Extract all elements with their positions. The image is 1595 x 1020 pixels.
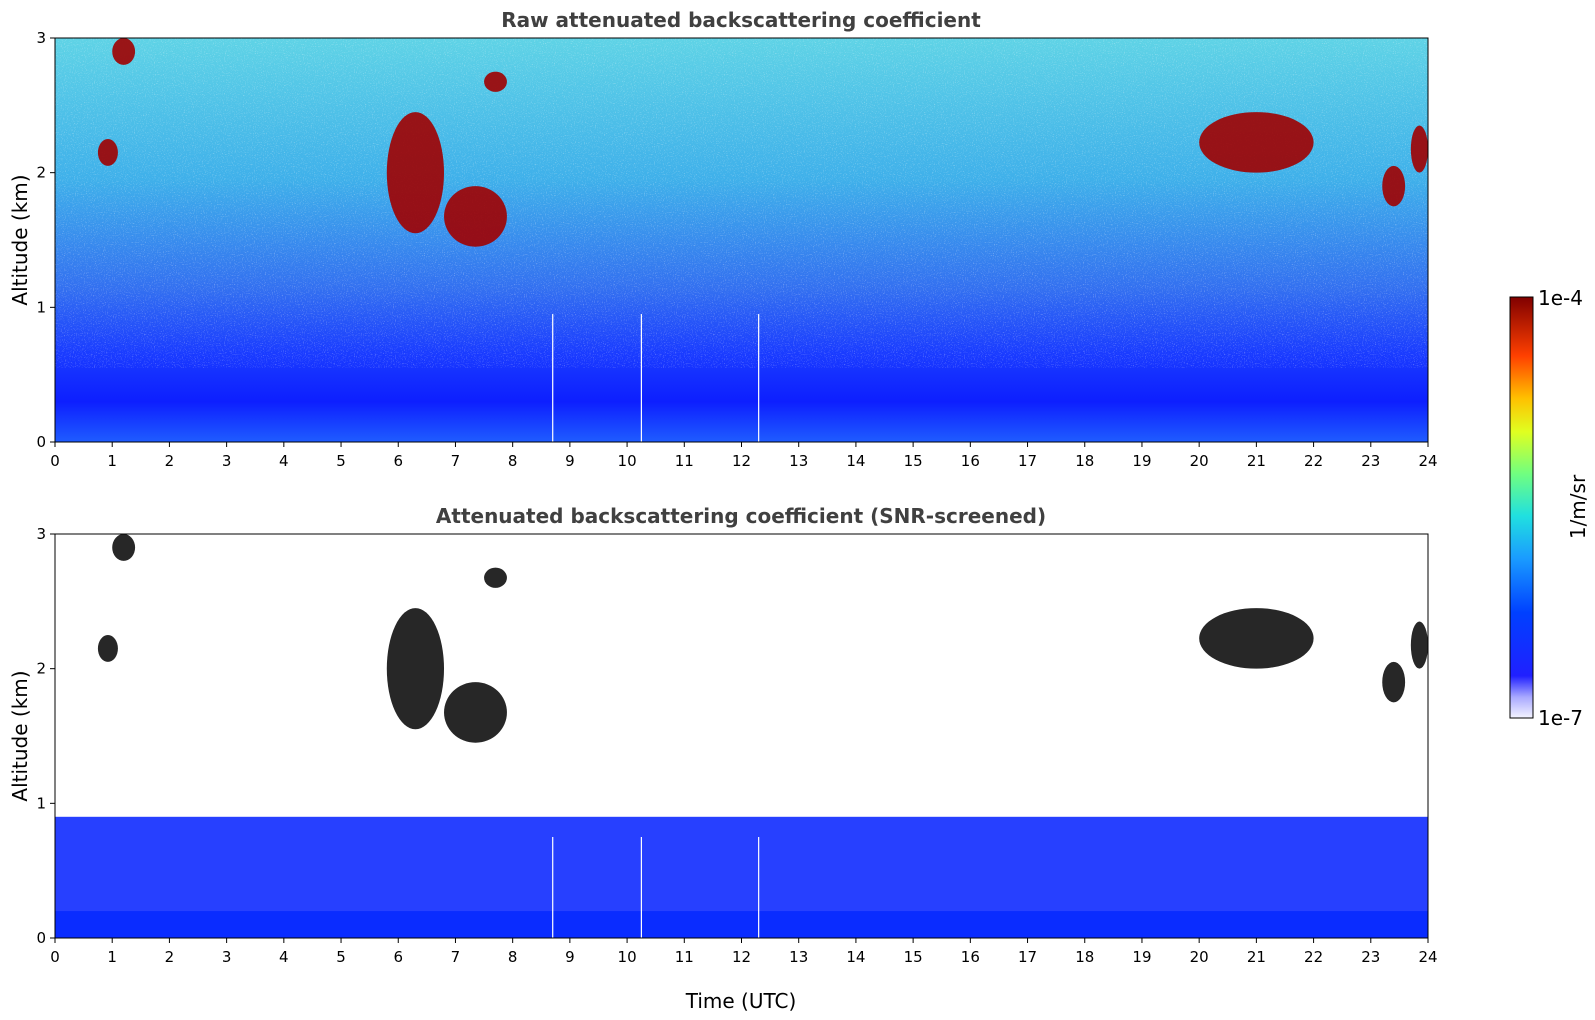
- screened-x-tick-label-16: 16: [961, 948, 980, 966]
- raw-x-tick-label-5: 5: [336, 452, 346, 470]
- screened-y-tick-label-1: 1: [36, 794, 46, 812]
- raw-x-tick-label-9: 9: [565, 452, 575, 470]
- raw-y-axis-label: Altitude (km): [8, 174, 32, 305]
- screened-x-tick-label-9: 9: [565, 948, 575, 966]
- raw-cloud-0: [97, 139, 118, 166]
- screened-y-tick-label-3: 3: [36, 525, 46, 543]
- raw-y-tick-label-0: 0: [36, 433, 46, 451]
- screened-x-tick-label-3: 3: [222, 948, 232, 966]
- screened-y-axis-label: Altitude (km): [8, 670, 32, 801]
- screened-panel: Attenuated backscattering coefficient (S…: [8, 504, 1438, 1013]
- screened-x-tick-label-19: 19: [1132, 948, 1151, 966]
- screened-x-tick-label-6: 6: [393, 948, 403, 966]
- screened-x-tick-label-18: 18: [1075, 948, 1094, 966]
- screened-x-tick-label-20: 20: [1190, 948, 1209, 966]
- screened-surface-layer: [55, 911, 1428, 938]
- raw-cloud-7: [1410, 125, 1428, 173]
- raw-cloud-6: [1382, 165, 1406, 207]
- screened-x-tick-label-1: 1: [107, 948, 117, 966]
- raw-x-tick-label-14: 14: [846, 452, 865, 470]
- screened-cloud-8: [1410, 621, 1428, 669]
- screened-x-axis: 0 1 2 3 4 5 6 7 8 9 10 11 12 13 14 15 16 17 18 19 20 21 22 23 24: [50, 938, 1438, 966]
- colorbar-min-label: 1e-7: [1538, 706, 1583, 730]
- screened-cloud-3: [386, 608, 445, 730]
- screened-cloud-6: [1199, 608, 1314, 669]
- colorbar-unit-label: 1/m/sr: [1566, 474, 1590, 539]
- raw-cloud-2: [386, 112, 445, 234]
- raw-cloud-1: [112, 38, 136, 65]
- screened-heatmap-features: [55, 534, 1428, 938]
- screened-x-tick-label-14: 14: [846, 948, 865, 966]
- screened-y-tick-label-2: 2: [36, 660, 46, 678]
- colorbar-ramp: [1509, 296, 1534, 719]
- screened-panel-title: Attenuated backscattering coefficient (S…: [436, 504, 1046, 528]
- raw-x-tick-label-11: 11: [675, 452, 694, 470]
- raw-y-tick-label-3: 3: [36, 29, 46, 47]
- screened-cloud-5: [484, 567, 507, 588]
- raw-x-tick-label-19: 19: [1132, 452, 1151, 470]
- raw-x-tick-label-24: 24: [1418, 452, 1437, 470]
- screened-x-tick-label-10: 10: [618, 948, 637, 966]
- raw-x-tick-label-13: 13: [789, 452, 808, 470]
- screened-x-tick-label-15: 15: [904, 948, 923, 966]
- screened-x-tick-label-2: 2: [165, 948, 175, 966]
- screened-cloud-7: [1382, 661, 1406, 703]
- raw-x-tick-label-15: 15: [904, 452, 923, 470]
- raw-x-tick-label-10: 10: [618, 452, 637, 470]
- raw-x-tick-label-20: 20: [1190, 452, 1209, 470]
- raw-x-axis: 0 1 2 3 4 5 6 7 8 9 10 11 12 13 14 15 16 17 18 19 20 21 22 23 24: [50, 442, 1438, 470]
- raw-x-tick-label-22: 22: [1304, 452, 1323, 470]
- screened-x-tick-label-0: 0: [50, 948, 60, 966]
- screened-x-tick-label-13: 13: [789, 948, 808, 966]
- raw-y-tick-label-2: 2: [36, 164, 46, 182]
- raw-cloud-4: [484, 71, 507, 92]
- screened-x-tick-label-22: 22: [1304, 948, 1323, 966]
- raw-x-tick-label-23: 23: [1361, 452, 1380, 470]
- colorbar: 1e-4 1e-7 1/m/sr: [1509, 286, 1590, 730]
- raw-cloud-3: [444, 186, 507, 247]
- raw-heatmap-features: [97, 38, 1428, 442]
- raw-panel-title: Raw attenuated backscattering coefficien…: [501, 8, 981, 32]
- screened-cloud-1: [97, 635, 118, 662]
- raw-noise-overlay: [55, 38, 1428, 338]
- raw-x-tick-label-1: 1: [107, 452, 117, 470]
- colorbar-max-label: 1e-4: [1538, 286, 1583, 310]
- raw-x-tick-label-18: 18: [1075, 452, 1094, 470]
- screened-y-axis: 0 1 2 3: [36, 525, 55, 947]
- screened-x-tick-label-23: 23: [1361, 948, 1380, 966]
- screened-x-tick-label-5: 5: [336, 948, 346, 966]
- screened-x-tick-label-8: 8: [508, 948, 518, 966]
- screened-cloud-2: [112, 534, 136, 561]
- raw-x-tick-label-0: 0: [50, 452, 60, 470]
- raw-x-tick-label-4: 4: [279, 452, 289, 470]
- screened-cloud-4: [444, 682, 507, 743]
- screened-x-tick-label-7: 7: [451, 948, 461, 966]
- raw-x-tick-label-16: 16: [961, 452, 980, 470]
- raw-x-tick-label-2: 2: [165, 452, 175, 470]
- raw-x-tick-label-7: 7: [451, 452, 461, 470]
- x-axis-label: Time (UTC): [685, 989, 797, 1013]
- screened-x-tick-label-12: 12: [732, 948, 751, 966]
- raw-x-tick-label-8: 8: [508, 452, 518, 470]
- raw-x-tick-label-6: 6: [393, 452, 403, 470]
- screened-x-tick-label-17: 17: [1018, 948, 1037, 966]
- raw-cloud-5: [1199, 112, 1314, 173]
- raw-x-tick-label-17: 17: [1018, 452, 1037, 470]
- raw-x-tick-label-3: 3: [222, 452, 232, 470]
- raw-x-tick-label-12: 12: [732, 452, 751, 470]
- screened-x-tick-label-4: 4: [279, 948, 289, 966]
- screened-x-tick-label-21: 21: [1247, 948, 1266, 966]
- raw-y-tick-label-1: 1: [36, 298, 46, 316]
- raw-y-axis: 0 1 2 3: [36, 29, 55, 451]
- screened-y-tick-label-0: 0: [36, 929, 46, 947]
- raw-panel: Raw attenuated backscattering coefficien…: [8, 8, 1438, 470]
- screened-x-tick-label-11: 11: [675, 948, 694, 966]
- raw-x-tick-label-21: 21: [1247, 452, 1266, 470]
- screened-x-tick-label-24: 24: [1418, 948, 1437, 966]
